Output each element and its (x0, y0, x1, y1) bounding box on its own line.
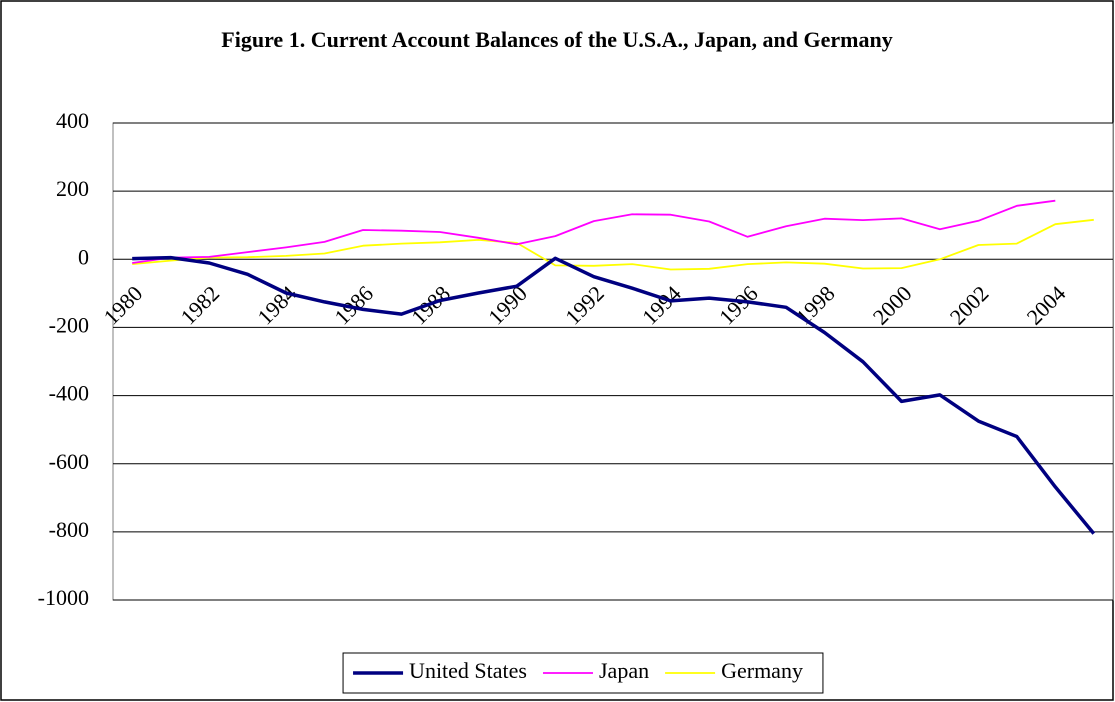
series-line (132, 218, 1094, 271)
legend-item: Germany (665, 658, 803, 683)
legend-label: Japan (599, 658, 649, 683)
series-line (132, 255, 1096, 535)
y-tick-label: -400 (49, 381, 89, 406)
y-tick-label: -600 (49, 449, 89, 474)
legend-label: United States (409, 658, 527, 683)
legend-item: Japan (542, 658, 649, 683)
legend-label: Germany (721, 658, 803, 683)
series-line (132, 199, 1056, 264)
chart-title: Figure 1. Current Account Balances of th… (221, 27, 892, 52)
y-tick-label: 200 (56, 176, 89, 201)
y-tick-label: -1000 (38, 585, 89, 610)
legend: United States Japan Germany (342, 652, 824, 694)
y-tick-label: 400 (56, 108, 89, 133)
y-tick-label: -200 (49, 312, 89, 337)
plot-area (112, 122, 1114, 601)
legend-item: United States (353, 658, 527, 683)
y-tick-label: -800 (49, 517, 89, 542)
y-tick-label: 0 (78, 244, 89, 269)
